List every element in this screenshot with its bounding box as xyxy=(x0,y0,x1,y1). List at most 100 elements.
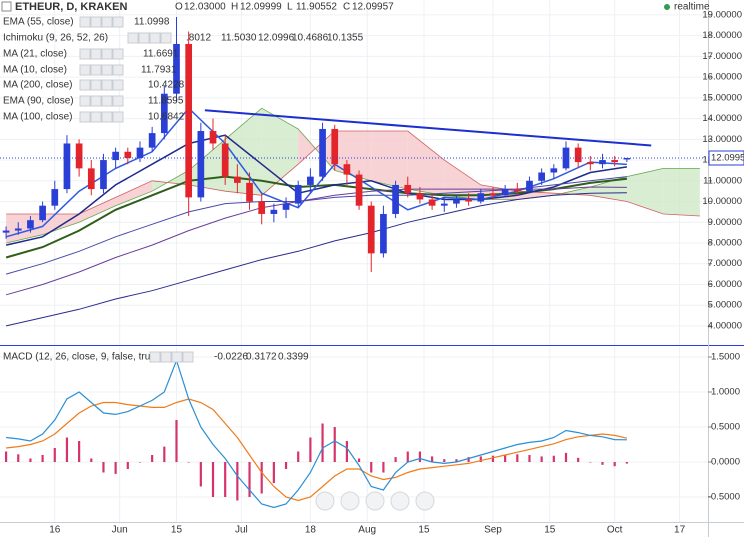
indicator-icon[interactable] xyxy=(90,111,102,123)
candle-body xyxy=(209,131,217,144)
candle-body xyxy=(611,160,619,163)
histogram-bar xyxy=(78,441,81,463)
candle-body xyxy=(100,160,107,190)
indicator-icon[interactable] xyxy=(112,111,124,123)
candle-body xyxy=(355,174,363,206)
y-tick-label: 0.5000 xyxy=(711,422,740,433)
indicator-icon[interactable] xyxy=(160,351,172,363)
candle-body xyxy=(428,199,436,206)
ohlc-key: O xyxy=(175,2,183,13)
zoom-button[interactable] xyxy=(315,491,335,511)
indicator-icon[interactable] xyxy=(138,32,150,44)
y-tick-label: 7.00000 xyxy=(708,258,742,269)
indicator-icon[interactable] xyxy=(90,16,102,28)
indicator-icon[interactable] xyxy=(101,111,113,123)
candle-body xyxy=(404,184,412,194)
zoom-button[interactable] xyxy=(340,491,360,511)
histogram-bar xyxy=(236,462,239,501)
cloud-segment xyxy=(444,160,481,200)
ohlc-value: 12.03000 xyxy=(184,2,226,13)
indicator-icon[interactable] xyxy=(112,64,124,76)
indicator-icon[interactable] xyxy=(79,48,91,60)
candle-body xyxy=(112,151,119,161)
indicator-icon[interactable] xyxy=(112,48,124,60)
ohlc-key: C xyxy=(343,2,350,13)
histogram-bar xyxy=(467,457,470,463)
legend: ETHEUR, D, KRAKEN realtime O 12.03000 H 12.… xyxy=(1,1,710,363)
histogram-bar xyxy=(90,458,93,463)
indicator-icon[interactable] xyxy=(112,16,124,28)
histogram-bar xyxy=(224,462,227,498)
indicator-icon[interactable] xyxy=(79,16,91,28)
indicator-line xyxy=(5,134,628,246)
indicator-icon[interactable] xyxy=(79,111,91,123)
indicator-icon[interactable] xyxy=(112,95,124,107)
indicator-icon[interactable] xyxy=(112,79,124,91)
histogram-bar xyxy=(613,462,616,467)
last-price-label: 12.09957 xyxy=(711,153,744,164)
indicator-icon[interactable] xyxy=(79,64,91,76)
zoom-button[interactable] xyxy=(365,491,385,511)
x-tick-label: 16 xyxy=(49,525,61,536)
status: realtime xyxy=(674,2,710,13)
indicator-icon[interactable] xyxy=(101,79,113,91)
histogram-bar xyxy=(406,451,409,463)
histogram-bar xyxy=(491,455,495,463)
candle-body xyxy=(440,203,448,206)
indicator-icon[interactable] xyxy=(171,351,183,363)
ohlc-key: L xyxy=(287,2,293,13)
zoom-button[interactable] xyxy=(415,491,435,511)
indicator-icon[interactable] xyxy=(90,95,102,107)
candle-body xyxy=(185,43,193,198)
zoom-button[interactable] xyxy=(390,491,410,511)
indicator-icon[interactable] xyxy=(90,64,102,76)
candle-body xyxy=(270,209,278,214)
indicator-icon[interactable] xyxy=(90,79,102,91)
indicator-icon[interactable] xyxy=(101,95,113,107)
indicator-name: Ichimoku (9, 26, 52, 26) xyxy=(3,33,108,44)
candle-body xyxy=(173,43,180,94)
y-tick-label: -0.5000 xyxy=(708,492,740,503)
y-tick-label: 18.00000 xyxy=(702,30,742,41)
candle-body xyxy=(392,184,399,214)
indicator-icon[interactable] xyxy=(149,32,161,44)
indicator-icon[interactable] xyxy=(79,79,91,91)
y-tick-label: 8.00000 xyxy=(708,238,742,249)
symbol: ETHEUR, D, KRAKEN xyxy=(15,1,128,13)
indicator-icon[interactable] xyxy=(79,95,91,107)
collapse-icon[interactable] xyxy=(1,1,12,12)
indicator-icon[interactable] xyxy=(149,351,161,363)
ohlc-value: 12.09999 xyxy=(240,2,282,13)
indicator-icon[interactable] xyxy=(90,48,102,60)
macd-plot xyxy=(4,358,628,509)
indicator-name: MA (10, close) xyxy=(3,65,67,76)
histogram-bar xyxy=(504,455,507,463)
indicator-line xyxy=(5,176,627,275)
indicator-icon[interactable] xyxy=(101,16,113,28)
status-dot xyxy=(664,4,670,10)
histogram-bar xyxy=(4,451,8,463)
indicator-icon[interactable] xyxy=(182,351,194,363)
indicator-icon[interactable] xyxy=(127,32,139,44)
candle-body xyxy=(39,205,46,221)
cloud-segment xyxy=(407,131,445,196)
candle-body xyxy=(14,228,22,231)
x-tick-label: 18 xyxy=(305,525,317,536)
indicator-icon[interactable] xyxy=(101,64,113,76)
indicator-icon[interactable] xyxy=(101,48,113,60)
histogram-bar xyxy=(284,462,288,470)
histogram-bar xyxy=(211,462,215,498)
x-tick-label: 15 xyxy=(544,525,556,536)
x-tick-label: Oct xyxy=(607,525,623,536)
y-tick-label: 13.00000 xyxy=(702,134,742,145)
histogram-bar xyxy=(138,462,142,463)
histogram-bar xyxy=(102,462,105,473)
y-tick-label: 0.0000 xyxy=(711,457,740,468)
candle-body xyxy=(2,230,10,233)
cloud-segment xyxy=(115,180,153,206)
candle-body xyxy=(477,193,485,202)
y-tick-label: 4.00000 xyxy=(708,320,742,331)
x-tick-label: Jun xyxy=(112,525,128,536)
histogram-bar xyxy=(260,462,263,494)
indicator-icon[interactable] xyxy=(160,32,172,44)
